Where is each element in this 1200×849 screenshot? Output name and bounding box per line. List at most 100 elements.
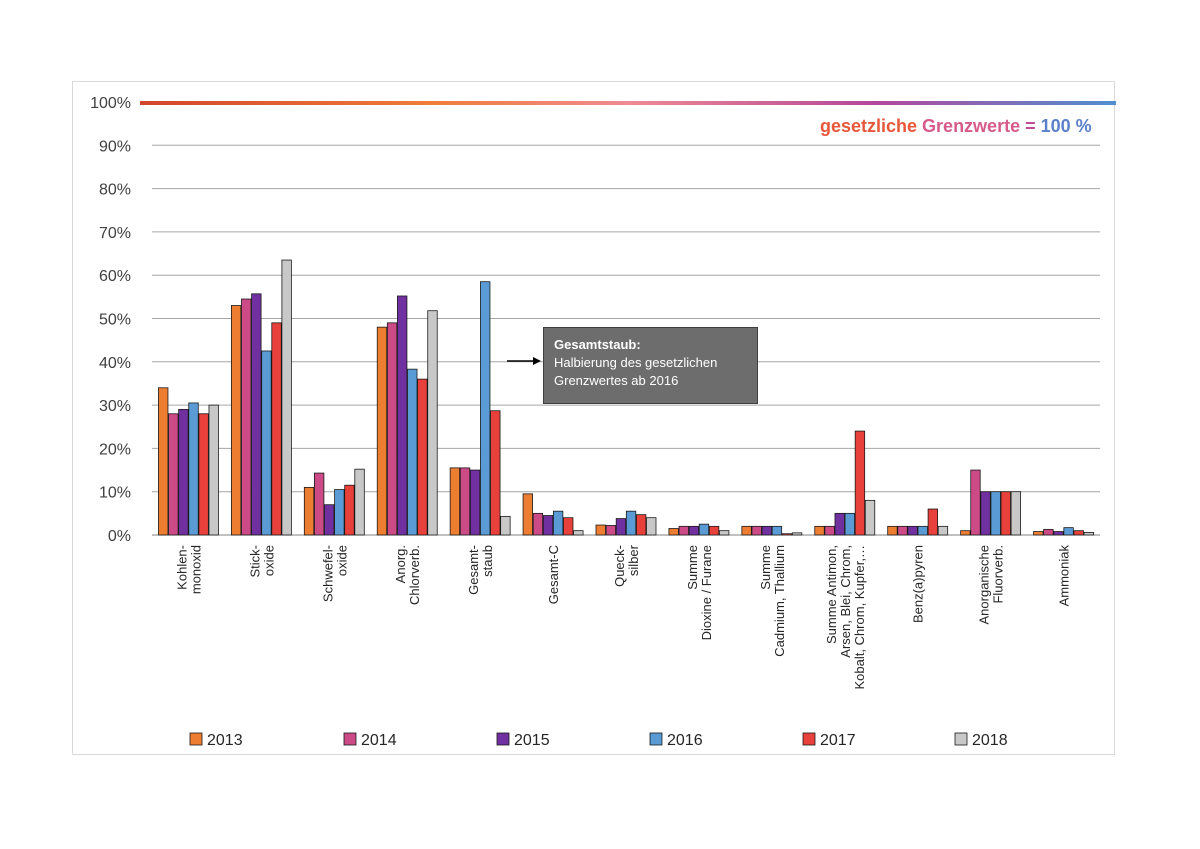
legend-label: 2017 bbox=[820, 732, 856, 749]
legend-label: 2018 bbox=[972, 732, 1008, 749]
x-tick-label-line: Arsen, Blei, Chrom, bbox=[838, 545, 853, 658]
bar-2014 bbox=[678, 525, 689, 536]
bar-2013 bbox=[887, 525, 898, 536]
annotation-box: Gesamtstaub: Halbierung des gesetzlichen… bbox=[543, 327, 758, 404]
bar-2018 bbox=[354, 468, 365, 536]
bar-2014 bbox=[897, 525, 908, 536]
x-tick-label: Benz(a)pyren bbox=[911, 545, 926, 623]
legend-label: 2016 bbox=[667, 732, 703, 749]
bar-2016 bbox=[407, 368, 418, 536]
bar-2015 bbox=[980, 491, 991, 536]
bar-2018 bbox=[208, 404, 219, 536]
x-tick-label-line: Dioxine / Furane bbox=[699, 545, 714, 640]
bar-2017 bbox=[1073, 530, 1084, 536]
bar-2016 bbox=[261, 350, 272, 536]
bar-2018 bbox=[427, 310, 438, 536]
bar-2013 bbox=[595, 524, 606, 536]
y-tick-label: 90% bbox=[99, 138, 131, 155]
y-tick-label: 30% bbox=[99, 398, 131, 415]
x-tick-label-line: Stick- bbox=[247, 545, 262, 578]
x-tick-label: Queck-silber bbox=[612, 544, 641, 587]
y-tick-label: 20% bbox=[99, 441, 131, 458]
bar-2015 bbox=[178, 409, 189, 536]
limit-label-part: gesetzliche bbox=[820, 116, 923, 136]
y-tick-label: 80% bbox=[99, 182, 131, 199]
x-tick-label-line: Cadmium, Thallium bbox=[772, 545, 787, 657]
bar-2014 bbox=[386, 322, 398, 536]
bar-2013 bbox=[158, 387, 169, 536]
legend-swatch-2015 bbox=[496, 732, 510, 746]
chart-frame bbox=[72, 81, 1115, 755]
limit-label-part: Grenzwerte bbox=[922, 116, 1021, 136]
bar-2017 bbox=[854, 430, 866, 536]
x-tick-label-line: Chlorverb. bbox=[407, 545, 422, 605]
x-tick-label: Summe Cadmium, Thallium bbox=[758, 545, 787, 657]
bar-2016 bbox=[552, 510, 564, 536]
x-tick-label-line: Summe bbox=[685, 545, 700, 590]
bar-2017 bbox=[344, 484, 355, 536]
bar-2017 bbox=[490, 410, 501, 536]
bar-2017 bbox=[563, 517, 574, 536]
bar-2014 bbox=[532, 512, 544, 536]
bar-2017 bbox=[927, 508, 938, 536]
bar-2016 bbox=[990, 491, 1001, 536]
annotation-line-2: Grenzwertes ab 2016 bbox=[554, 373, 679, 388]
bar-2017 bbox=[636, 514, 647, 536]
bar-2016 bbox=[917, 525, 928, 536]
x-tick-label: Gesamt-staub bbox=[466, 545, 495, 595]
annotation-arrow bbox=[507, 357, 541, 365]
limit-label-part: 100 % bbox=[1040, 116, 1092, 136]
x-tick-label-line: silber bbox=[626, 544, 641, 576]
bar-2017 bbox=[1000, 491, 1011, 536]
bar-2016 bbox=[334, 489, 345, 536]
bar-2016 bbox=[698, 523, 710, 536]
x-tick-label-line: staub bbox=[480, 545, 495, 577]
legend-swatch-2013 bbox=[189, 732, 203, 746]
bar-2016 bbox=[188, 402, 199, 536]
limit-label-part: = bbox=[1020, 116, 1041, 136]
x-tick-label: Stick-oxide bbox=[247, 545, 276, 578]
bar-2015 bbox=[469, 469, 481, 536]
legend-label: 2013 bbox=[207, 732, 243, 749]
bar-2018 bbox=[937, 525, 949, 536]
bar-2018 bbox=[500, 515, 511, 536]
x-tick-label-line: oxide bbox=[334, 545, 349, 576]
bar-2013 bbox=[449, 467, 461, 536]
x-tick-label: Gesamt-C bbox=[546, 545, 561, 604]
legend-label: 2014 bbox=[361, 732, 397, 749]
bar-2013 bbox=[230, 305, 242, 536]
annotation-line-1: Halbierung des gesetzlichen bbox=[554, 355, 718, 370]
bar-2013 bbox=[1033, 531, 1044, 536]
bar-2015 bbox=[324, 504, 335, 536]
annotation-title: Gesamtstaub: bbox=[554, 337, 641, 352]
bar-2013 bbox=[814, 525, 825, 536]
x-tick-label: Anorg. Chlorverb. bbox=[393, 545, 422, 605]
x-tick-label-line: Anorganische bbox=[977, 545, 992, 625]
bar-2018 bbox=[791, 532, 803, 536]
bar-2015 bbox=[1053, 531, 1064, 536]
x-tick-label-line: Benz(a)pyren bbox=[911, 545, 926, 623]
x-tick-label: Summe Antimon, Arsen, Blei, Chrom, Kobalt,… bbox=[824, 545, 867, 690]
bar-2014 bbox=[168, 413, 179, 536]
bar-2015 bbox=[907, 525, 918, 536]
bar-2015 bbox=[251, 293, 262, 536]
bar-2016 bbox=[480, 281, 491, 536]
y-tick-label: 0% bbox=[108, 528, 131, 545]
legend-label: 2015 bbox=[514, 732, 550, 749]
bar-2014 bbox=[605, 525, 616, 536]
bar-2015 bbox=[397, 295, 408, 536]
y-tick-label: 10% bbox=[99, 485, 131, 502]
bar-2017 bbox=[417, 378, 428, 536]
bar-2016 bbox=[1063, 527, 1074, 536]
x-tick-label-line: Fluorverb. bbox=[991, 545, 1006, 604]
bar-2016 bbox=[771, 525, 783, 536]
bar-2018 bbox=[1083, 532, 1094, 536]
bar-2013 bbox=[960, 530, 971, 536]
bar-2014 bbox=[1043, 528, 1054, 536]
y-tick-label: 60% bbox=[99, 268, 131, 285]
limit-line-bar bbox=[140, 101, 1116, 105]
legend-swatch-2018 bbox=[954, 732, 968, 746]
limit-label: gesetzliche Grenzwerte = 100 % bbox=[820, 116, 1092, 137]
bar-2015 bbox=[688, 525, 700, 536]
